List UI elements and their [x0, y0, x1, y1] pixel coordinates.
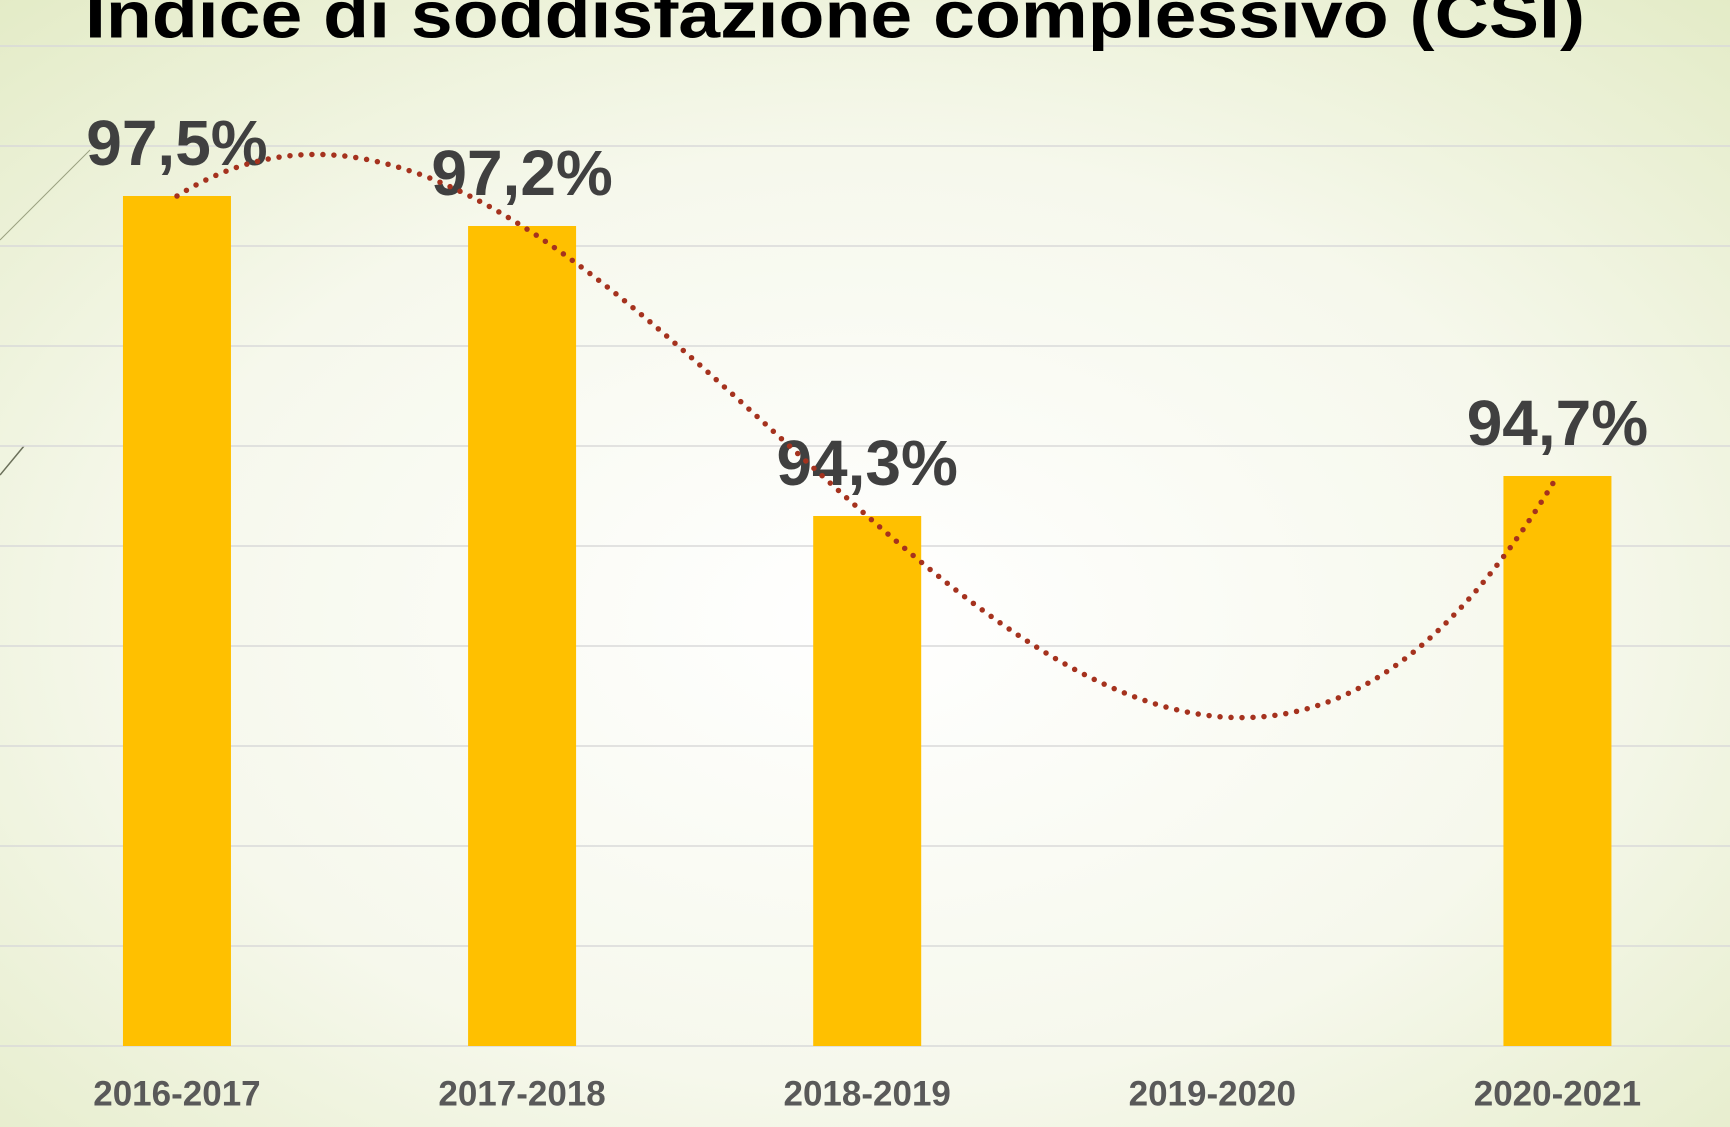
x-tick-label: 2018-2019: [784, 1074, 951, 1113]
plot: 2016-2017 97,5% 2017-2018 97,2% 2018-2019 94,…: [86, 107, 1648, 1113]
bar: [122, 196, 231, 1046]
x-tick-label: 2019-2020: [1129, 1074, 1296, 1113]
value-label: 94,3%: [776, 427, 957, 499]
x-tick-label: 2017-2018: [438, 1074, 605, 1113]
decoration: [0, 445, 25, 476]
chart-title: Indice di soddisfazione complessivo (CSI…: [85, 0, 1585, 51]
bar: [468, 226, 577, 1046]
x-tick-label: 2016-2017: [93, 1074, 260, 1113]
value-label: 94,7%: [1467, 387, 1648, 459]
bar: [1503, 476, 1612, 1046]
decoration: [0, 149, 91, 241]
value-label: 97,2%: [431, 137, 612, 209]
value-label: 97,5%: [86, 107, 267, 179]
trendline: [174, 151, 1561, 721]
bar: [813, 516, 922, 1046]
x-tick-label: 2020-2021: [1474, 1074, 1641, 1113]
